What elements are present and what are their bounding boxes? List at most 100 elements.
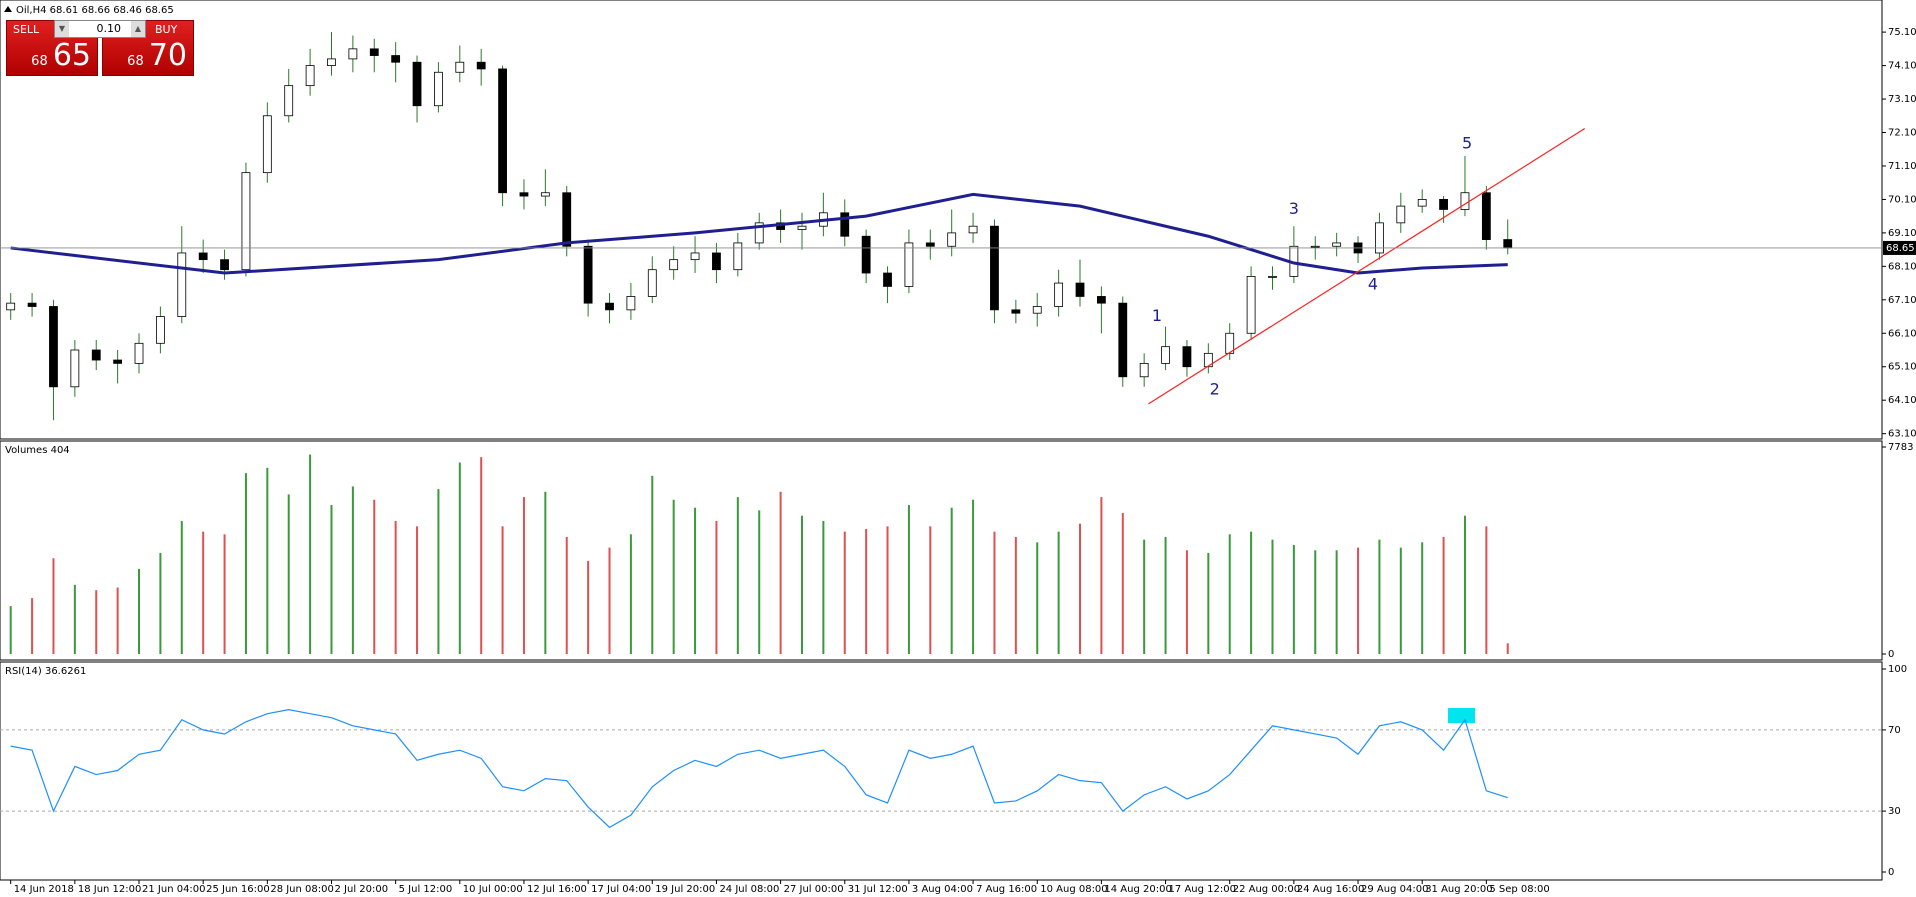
sell-price-small: 68 (31, 54, 48, 69)
lot-down[interactable]: ▼ (55, 21, 69, 37)
y-tick-label: 75.10 (1888, 27, 1916, 38)
y-tick-label: 64.10 (1888, 395, 1916, 406)
candle-body (455, 61, 465, 73)
volume-bar (1207, 552, 1210, 654)
volume-bar (1100, 497, 1103, 654)
volume-bar (437, 489, 440, 654)
volume-bar (715, 521, 718, 654)
volume-bar (1057, 531, 1060, 654)
sell-price-big: 65 (52, 38, 91, 73)
candle-body (134, 342, 144, 364)
lot-input[interactable]: ▼ 0.10 ▲ (54, 20, 146, 38)
candle-body (1503, 239, 1513, 249)
volume-bar (1164, 536, 1167, 654)
volume-bar (1185, 550, 1188, 654)
candle-body (797, 225, 807, 230)
volume-bar (843, 531, 846, 654)
volume-bar (1357, 547, 1360, 654)
volume-bar (522, 497, 525, 654)
volume-bar (822, 521, 825, 654)
volume-bar (95, 590, 98, 654)
candle-body (626, 296, 636, 311)
x-tick-label: 5 Jul 12:00 (399, 884, 453, 895)
volume-bar (501, 526, 504, 654)
volume-bar (31, 598, 34, 654)
candle-body (498, 68, 507, 194)
x-tick-label: 7 Aug 16:00 (976, 884, 1037, 895)
y-tick-label: 69.10 (1888, 228, 1916, 239)
volume-panel-border (0, 440, 1883, 661)
candle-body (434, 71, 443, 107)
candle-body (155, 316, 165, 344)
candle-body (70, 349, 80, 388)
candle-body (348, 48, 358, 60)
volume-bar (1314, 550, 1317, 654)
panel-title: RSI(14) 36.6261 (5, 666, 86, 677)
candle-body (327, 58, 336, 66)
volume-bar (758, 510, 761, 654)
x-tick-label: 21 Jun 04:00 (142, 884, 206, 895)
rsi-panel-border (0, 661, 1883, 881)
lot-up[interactable]: ▲ (131, 21, 145, 37)
x-tick-label: 25 Jun 16:00 (206, 884, 270, 895)
volume-bar (694, 507, 697, 654)
volume-bar (1335, 550, 1338, 654)
x-tick-label: 12 Jul 16:00 (527, 884, 587, 895)
candle-body (1075, 282, 1085, 297)
y-tick-label: 68.10 (1888, 261, 1916, 272)
candle-body (1460, 192, 1470, 210)
volume-bar (202, 531, 205, 654)
candle-body (91, 349, 101, 361)
volume-bar (309, 454, 312, 654)
buy-button[interactable]: BUY 68 70 (102, 20, 194, 76)
volume-bar (1250, 531, 1253, 654)
candle-body (1375, 222, 1384, 254)
candle-body (1332, 242, 1342, 247)
candle-body (49, 306, 58, 388)
x-tick-label: 10 Aug 08:00 (1040, 884, 1107, 895)
volume-bar (1292, 544, 1295, 654)
volume-bar (394, 521, 397, 654)
y-tick-label: 7783 (1888, 442, 1913, 453)
candle-body (712, 252, 721, 271)
volume-bar (52, 558, 55, 654)
volume-bar (330, 505, 333, 654)
candle-body (669, 259, 679, 271)
volume-bar (587, 560, 590, 654)
volume-bar (180, 521, 183, 654)
candle-body (690, 252, 700, 261)
y-tick-label: 30 (1888, 806, 1901, 817)
y-tick-label: 65.10 (1888, 362, 1916, 373)
x-tick-label: 31 Aug 20:00 (1425, 884, 1492, 895)
candle-body (519, 192, 529, 197)
volume-bar (544, 491, 547, 654)
trend-line (1148, 127, 1586, 405)
candle-body (369, 48, 379, 56)
candle-body (1011, 309, 1021, 314)
volume-bar (1463, 515, 1466, 654)
candle-body (990, 225, 999, 311)
sell-label: SELL (13, 23, 40, 36)
volume-bar (373, 499, 376, 654)
volume-bar (159, 552, 162, 654)
volume-bar (73, 584, 76, 654)
volume-bar (651, 475, 654, 654)
candle-body (1054, 282, 1064, 307)
y-tick-label: 0 (1888, 649, 1894, 660)
x-tick-label: 5 Sep 08:00 (1489, 884, 1549, 895)
y-tick-label: 72.10 (1888, 128, 1916, 139)
y-tick-label: 71.10 (1888, 161, 1916, 172)
y-tick-label: 70 (1888, 725, 1901, 736)
x-tick-label: 10 Jul 00:00 (463, 884, 523, 895)
y-tick-label: 73.10 (1888, 94, 1916, 105)
volume-bar (629, 534, 632, 654)
candle-body (27, 302, 37, 307)
candle-body (1246, 275, 1256, 334)
volume-bar (287, 494, 290, 654)
current-price-box (1883, 240, 1916, 255)
volume-bar (244, 473, 247, 654)
volume-bar (223, 534, 226, 654)
x-tick-label: 27 Jul 00:00 (784, 884, 844, 895)
candle-body (583, 245, 593, 304)
